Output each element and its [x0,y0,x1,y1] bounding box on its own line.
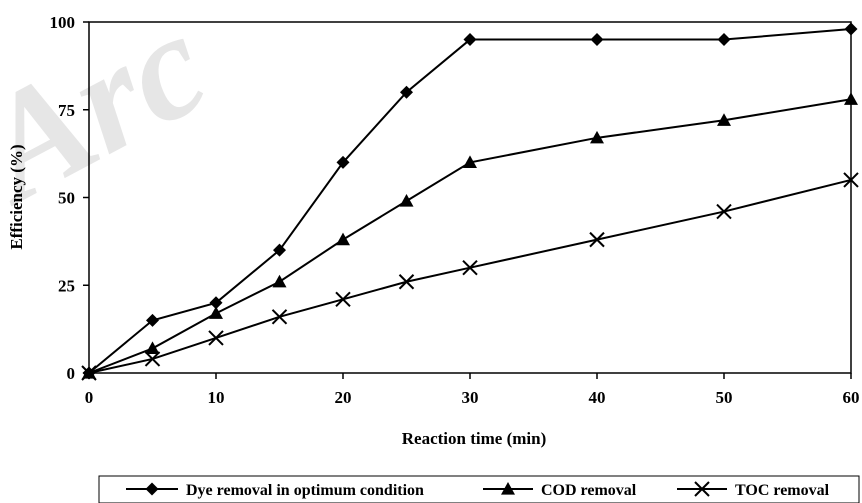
series-line [88,28,852,374]
data-point [273,243,286,257]
cross-stroke [144,351,161,367]
cross-stroke [716,203,732,220]
data-point [81,365,97,381]
x-tick-label: 60 [843,388,860,407]
data-point [335,291,351,307]
y-tick-label: 50 [58,189,75,208]
data-point [144,351,161,367]
y-tick-label: 0 [67,364,76,383]
y-axis-title: Efficiency (%) [7,144,26,249]
legend-marker [145,482,159,496]
data-point [843,172,859,188]
data-point [209,306,223,319]
data-point [717,33,731,47]
cross-stroke [694,481,710,497]
data-point [844,22,858,36]
cross-stroke [208,330,224,346]
legend-label: Dye removal in optimum condition [186,482,424,499]
data-point [844,92,858,105]
legend-items: Dye removal in optimum condition COD remo… [126,481,830,499]
data-point [208,330,224,346]
legend-entry-1: Dye removal in optimum condition [126,482,424,499]
x-tick-label: 30 [462,388,479,407]
x-tick-label: 10 [208,388,225,407]
cross-stroke [462,259,478,276]
legend-entry-2: COD removal [483,482,637,499]
y-axis-ticks: 0 25 50 75 100 [50,13,89,383]
legend-label: TOC removal [735,482,830,499]
data-point [463,33,477,47]
data-point [590,130,604,144]
cross-stroke [271,309,288,325]
x-tick-label: 40 [589,388,606,407]
x-tick-label: 0 [85,388,94,407]
data-point [589,231,605,248]
data-point [462,259,478,276]
legend-marker [694,481,710,497]
watermark-text: Arc [0,0,232,236]
series-line [88,98,852,374]
data-point [336,155,350,169]
y-tick-label: 100 [50,13,76,32]
y-tick-label: 25 [58,276,75,295]
cross-stroke [843,172,859,188]
y-tick-label: 75 [58,101,75,120]
series-line [88,178,852,374]
data-point [399,194,414,207]
x-tick-label: 20 [335,388,352,407]
x-tick-label: 50 [716,388,733,407]
data-point [716,203,732,220]
cross-stroke [335,291,351,307]
data-point [146,313,159,327]
data-point [271,309,288,325]
legend-marker [501,482,515,495]
legend-label: COD removal [541,482,637,499]
data-point [717,113,731,126]
x-axis-ticks: 0 10 20 30 40 50 60 [85,373,860,407]
data-point [336,232,350,246]
cross-stroke [398,274,415,290]
legend-entry-3: TOC removal [677,481,830,499]
cross-stroke [589,231,605,248]
data-point [463,155,477,168]
data-point [272,274,287,288]
cross-stroke [81,365,97,381]
x-axis-title: Reaction time (min) [402,429,546,448]
data-point [209,296,223,310]
legend [98,475,860,503]
series-2 [82,92,858,379]
data-point [145,341,160,355]
data-point [400,85,413,99]
series-layer [81,22,859,381]
data-point [590,33,604,47]
series-3 [81,172,859,381]
data-point [398,274,415,290]
